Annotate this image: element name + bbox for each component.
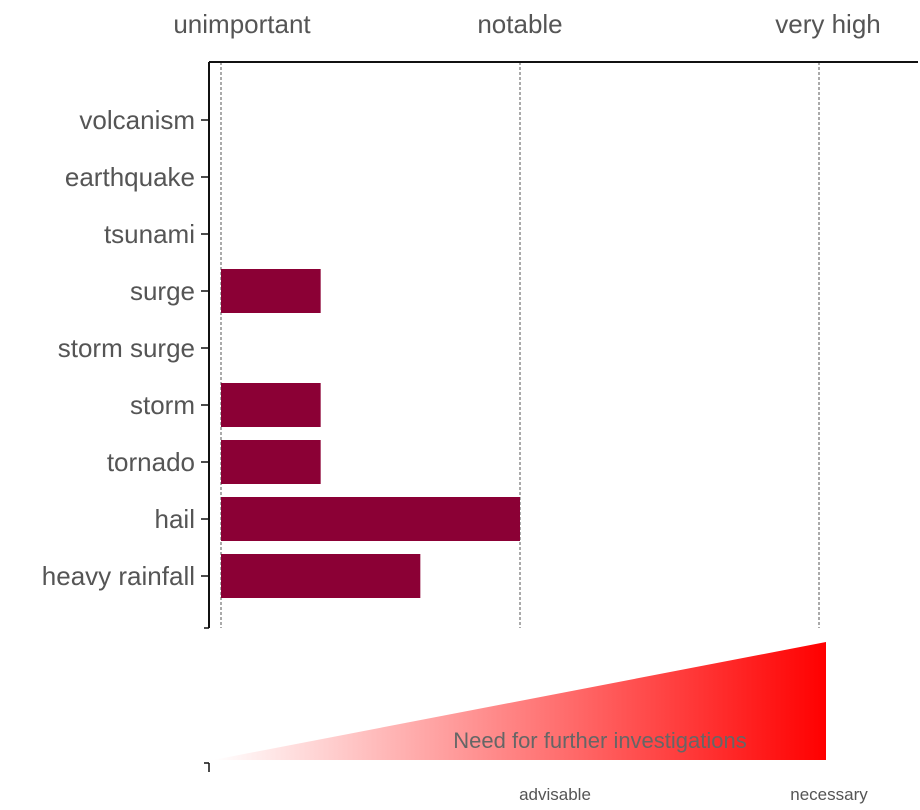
category-label: tsunami (104, 219, 195, 249)
category-label: earthquake (65, 162, 195, 192)
bar (221, 440, 321, 484)
bar (221, 554, 421, 598)
gradient-bottom-label: necessary (790, 785, 868, 804)
category-label: tornado (107, 447, 195, 477)
category-label: storm (130, 390, 195, 420)
gradient-label: Need for further investigations (453, 728, 747, 753)
category-label: heavy rainfall (42, 561, 195, 591)
bar (221, 497, 520, 541)
bar (221, 269, 321, 313)
top-axis-tick-label: notable (477, 9, 562, 39)
gradient-bottom-label: advisable (519, 785, 591, 804)
top-axis-tick-label: unimportant (173, 9, 311, 39)
investigation-gradient-triangle (213, 642, 826, 760)
category-label: volcanism (79, 105, 195, 135)
category-label: hail (155, 504, 195, 534)
category-label: surge (130, 276, 195, 306)
top-axis-tick-label: very high (775, 9, 881, 39)
bar (221, 383, 321, 427)
category-label: storm surge (58, 333, 195, 363)
